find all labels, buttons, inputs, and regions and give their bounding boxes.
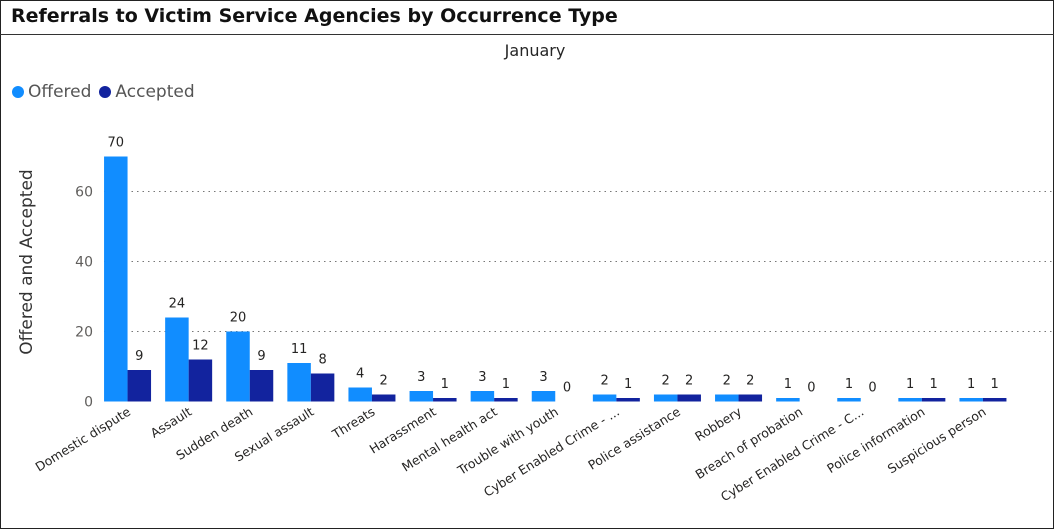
data-label-offered: 2 <box>600 374 608 389</box>
chart-title: January <box>504 41 566 60</box>
y-axis-title: Offered and Accepted <box>17 169 37 354</box>
bar-offered <box>531 391 556 402</box>
data-label-offered: 24 <box>169 297 186 312</box>
data-label-accepted: 12 <box>192 339 209 354</box>
data-label-accepted: 8 <box>318 353 326 368</box>
bar-offered <box>959 398 983 402</box>
data-label-offered: 3 <box>417 370 425 385</box>
legend-label-accepted: Accepted <box>115 82 195 102</box>
bar-offered <box>165 317 189 402</box>
bar-accepted <box>677 394 701 402</box>
bar-offered <box>837 398 861 402</box>
bar-offered <box>653 394 678 402</box>
y-tick-label: 40 <box>75 255 93 271</box>
bar-accepted <box>249 370 274 402</box>
data-label-offered: 4 <box>356 367 364 382</box>
bar-offered <box>104 156 128 402</box>
page-title: Referrals to Victim Service Agencies by … <box>11 5 618 27</box>
data-label-offered: 1 <box>784 377 792 392</box>
legend-marker-accepted <box>99 86 112 98</box>
data-label-accepted: 1 <box>502 377 510 392</box>
data-label-accepted: 1 <box>991 377 999 392</box>
x-tick-label: Domestic dispute <box>33 404 134 475</box>
data-label-offered: 3 <box>539 370 547 385</box>
data-label-accepted: 2 <box>380 374 388 389</box>
bar-accepted <box>921 398 946 402</box>
data-label-offered: 1 <box>845 377 853 392</box>
bar-accepted <box>371 394 396 402</box>
bar-offered <box>226 331 250 402</box>
data-label-offered: 2 <box>662 374 670 389</box>
data-label-accepted: 2 <box>746 374 754 389</box>
legend-item-accepted[interactable]: Accepted <box>99 82 195 102</box>
data-label-accepted: 2 <box>685 374 693 389</box>
x-tick-label: Trouble with youth <box>454 404 561 479</box>
y-tick-label: 20 <box>75 325 93 341</box>
data-label-accepted: 1 <box>929 377 937 392</box>
x-tick-label: Robbery <box>692 404 744 445</box>
x-tick-label: Breach of probation <box>692 404 805 482</box>
data-label-accepted: 1 <box>624 377 632 392</box>
data-label-accepted: 9 <box>135 349 143 364</box>
bar-offered <box>470 391 495 402</box>
x-tick-label: Assault <box>148 404 195 441</box>
bar-accepted <box>982 398 1007 402</box>
bar-offered <box>898 398 922 402</box>
data-label-offered: 3 <box>478 370 486 385</box>
legend-label-offered: Offered <box>28 82 92 102</box>
bar-accepted <box>738 394 763 402</box>
data-label-accepted: 1 <box>441 377 449 392</box>
y-tick-label: 60 <box>75 185 93 201</box>
bar-offered <box>409 391 434 402</box>
legend-item-offered[interactable]: Offered <box>12 82 91 102</box>
data-label-accepted: 0 <box>868 381 876 396</box>
data-label-offered: 11 <box>291 342 308 357</box>
data-label-accepted: 9 <box>257 349 265 364</box>
chart-legend[interactable]: Offered Accepted <box>12 82 203 102</box>
legend-marker-offered <box>12 86 24 98</box>
bar-accepted <box>433 398 457 402</box>
x-tick-label: Threats <box>329 404 378 442</box>
data-label-offered: 20 <box>230 311 247 326</box>
data-label-offered: 1 <box>906 377 914 392</box>
bar-accepted <box>310 373 335 402</box>
y-tick-label: 0 <box>84 395 93 411</box>
bar-accepted <box>616 398 640 402</box>
bar-accepted <box>494 398 518 402</box>
data-label-accepted: 0 <box>563 381 571 396</box>
bar-accepted <box>188 359 213 402</box>
bar-offered <box>715 394 739 402</box>
bar-offered <box>592 394 617 402</box>
data-label-accepted: 0 <box>807 381 815 396</box>
title-bar: Referrals to Victim Service Agencies by … <box>0 0 1054 35</box>
bar-offered <box>348 387 372 402</box>
bar-offered <box>776 398 800 402</box>
data-label-offered: 1 <box>967 377 975 392</box>
bar-offered <box>287 363 311 402</box>
data-label-offered: 2 <box>723 374 731 389</box>
data-label-offered: 70 <box>108 136 125 151</box>
bar-accepted <box>127 370 152 402</box>
